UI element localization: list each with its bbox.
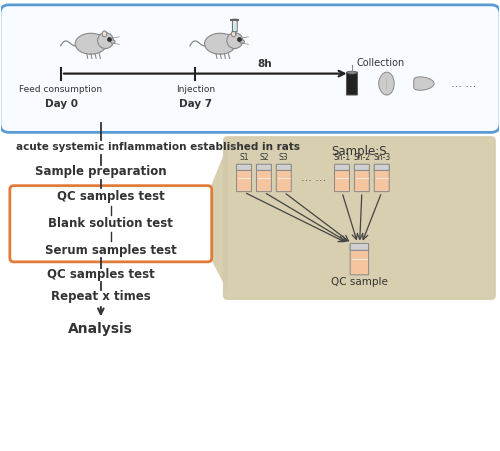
FancyBboxPatch shape	[224, 137, 495, 299]
Polygon shape	[378, 72, 394, 95]
Polygon shape	[208, 145, 228, 291]
Text: S3: S3	[279, 153, 288, 162]
FancyBboxPatch shape	[334, 165, 349, 192]
FancyBboxPatch shape	[236, 165, 252, 192]
FancyBboxPatch shape	[354, 165, 370, 192]
Text: S1: S1	[240, 153, 249, 162]
FancyBboxPatch shape	[0, 5, 500, 133]
Text: Feed consumption: Feed consumption	[20, 84, 102, 93]
Text: Injection: Injection	[176, 84, 215, 93]
FancyBboxPatch shape	[374, 164, 389, 170]
Text: S2: S2	[259, 153, 268, 162]
FancyBboxPatch shape	[233, 23, 236, 31]
Text: 8h: 8h	[258, 59, 272, 69]
FancyBboxPatch shape	[256, 165, 272, 192]
Text: Day 7: Day 7	[178, 100, 212, 110]
Text: Sample preparation: Sample preparation	[35, 165, 166, 178]
Text: Day 0: Day 0	[44, 100, 78, 110]
Ellipse shape	[75, 33, 106, 54]
FancyBboxPatch shape	[276, 164, 291, 170]
FancyBboxPatch shape	[346, 72, 358, 95]
FancyBboxPatch shape	[334, 164, 349, 170]
Ellipse shape	[110, 40, 115, 43]
Text: QC samples test: QC samples test	[47, 268, 154, 281]
FancyBboxPatch shape	[10, 186, 211, 262]
Circle shape	[227, 32, 242, 49]
FancyBboxPatch shape	[236, 164, 252, 170]
Ellipse shape	[102, 31, 107, 37]
Ellipse shape	[240, 40, 244, 43]
FancyBboxPatch shape	[354, 164, 370, 170]
FancyBboxPatch shape	[276, 165, 291, 192]
Ellipse shape	[204, 33, 236, 54]
FancyBboxPatch shape	[232, 19, 237, 32]
Polygon shape	[414, 77, 434, 90]
Ellipse shape	[232, 31, 236, 37]
Text: QC samples test: QC samples test	[57, 190, 164, 203]
FancyBboxPatch shape	[350, 244, 368, 275]
FancyBboxPatch shape	[374, 165, 389, 192]
Text: Analysis: Analysis	[68, 322, 134, 336]
Text: Sn-1: Sn-1	[334, 153, 350, 162]
Text: Sample:S: Sample:S	[332, 145, 387, 158]
Text: Collection: Collection	[357, 58, 405, 68]
Text: Sn-3: Sn-3	[373, 153, 390, 162]
Text: acute systemic inflammation established in rats: acute systemic inflammation established …	[16, 142, 300, 152]
Ellipse shape	[347, 71, 357, 74]
Text: ... ...: ... ...	[300, 173, 326, 183]
Text: Sn-2: Sn-2	[354, 153, 370, 162]
FancyBboxPatch shape	[256, 164, 272, 170]
Text: QC sample: QC sample	[331, 277, 388, 287]
Text: Blank solution test: Blank solution test	[48, 217, 173, 230]
Text: ... ...: ... ...	[452, 78, 476, 88]
Text: Serum samples test: Serum samples test	[45, 244, 176, 257]
Text: Repeat x times: Repeat x times	[51, 290, 150, 303]
FancyBboxPatch shape	[350, 244, 368, 250]
Circle shape	[98, 32, 114, 49]
